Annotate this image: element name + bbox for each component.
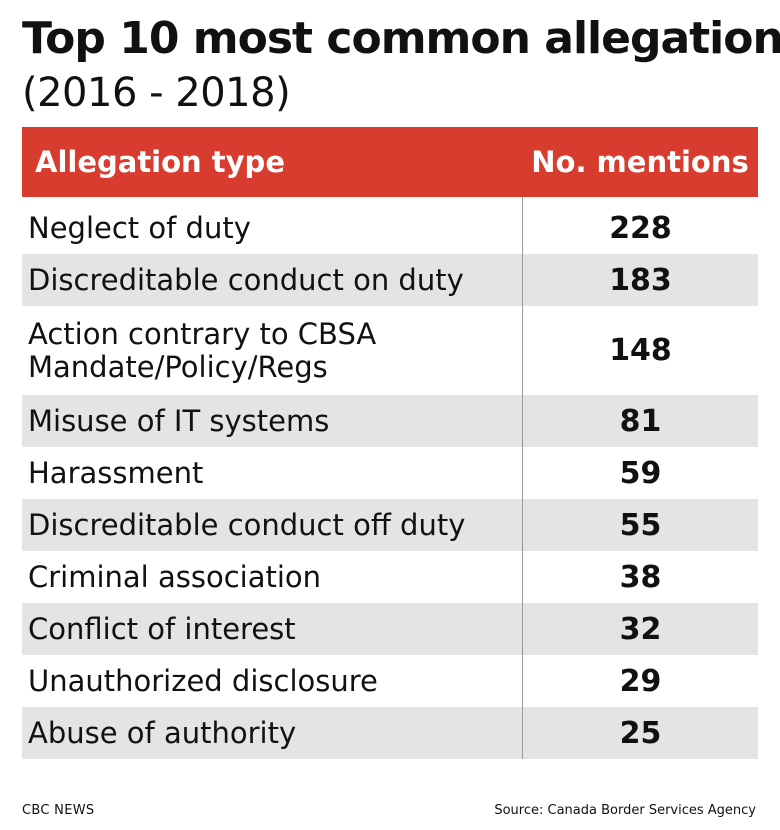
allegation-type-cell: Discreditable conduct on duty	[28, 262, 464, 297]
source-note: Source: Canada Border Services Agency	[494, 803, 756, 818]
table-header-row: Allegation type No. mentions	[22, 127, 758, 197]
mentions-count-cell: 55	[522, 499, 758, 551]
chart-subtitle: (2016 - 2018)	[22, 70, 291, 116]
allegation-type-cell: Discreditable conduct off duty	[28, 507, 466, 542]
mentions-count-cell: 148	[522, 306, 758, 395]
allegation-type-cell: Conflict of interest	[28, 611, 296, 646]
allegation-type-cell: Neglect of duty	[28, 210, 251, 245]
mentions-count-cell: 38	[522, 551, 758, 603]
mentions-count-cell: 183	[522, 254, 758, 306]
table-row: Harassment 59	[22, 447, 758, 499]
table-row: Discreditable conduct off duty 55	[22, 499, 758, 551]
allegation-type-cell: Abuse of authority	[28, 715, 297, 750]
table-row: Criminal association 38	[22, 551, 758, 603]
mentions-count-cell: 32	[522, 603, 758, 655]
table-row: Misuse of IT systems 81	[22, 395, 758, 447]
table-row: Discreditable conduct on duty 183	[22, 254, 758, 306]
allegation-type-cell: Harassment	[28, 455, 204, 490]
mentions-count-cell: 25	[522, 707, 758, 759]
allegation-type-cell: Misuse of IT systems	[28, 403, 330, 438]
column-header-allegation-type: Allegation type	[35, 145, 285, 179]
mentions-count-cell: 81	[522, 395, 758, 447]
table-row: Abuse of authority 25	[22, 707, 758, 759]
mentions-count-cell: 228	[522, 202, 758, 254]
header-spacer	[22, 197, 758, 202]
table-row: Action contrary to CBSA Mandate/Policy/R…	[22, 306, 758, 395]
table-row: Neglect of duty 228	[22, 202, 758, 254]
table-row: Conflict of interest 32	[22, 603, 758, 655]
table-body: Neglect of duty 228 Discreditable conduct …	[22, 202, 758, 759]
allegation-type-cell: Action contrary to CBSA Mandate/Policy/R…	[28, 316, 377, 384]
chart-title: Top 10 most common allegations	[22, 13, 780, 64]
mentions-count-cell: 59	[522, 447, 758, 499]
mentions-count-cell: 29	[522, 655, 758, 707]
column-header-mentions: No. mentions	[531, 145, 749, 179]
table-row: Unauthorized disclosure 29	[22, 655, 758, 707]
brand-credit: CBC NEWS	[22, 803, 95, 818]
allegation-type-cell: Criminal association	[28, 559, 322, 594]
allegation-type-cell: Unauthorized disclosure	[28, 663, 378, 698]
allegations-table: Allegation type No. mentions Neglect of …	[22, 127, 758, 759]
